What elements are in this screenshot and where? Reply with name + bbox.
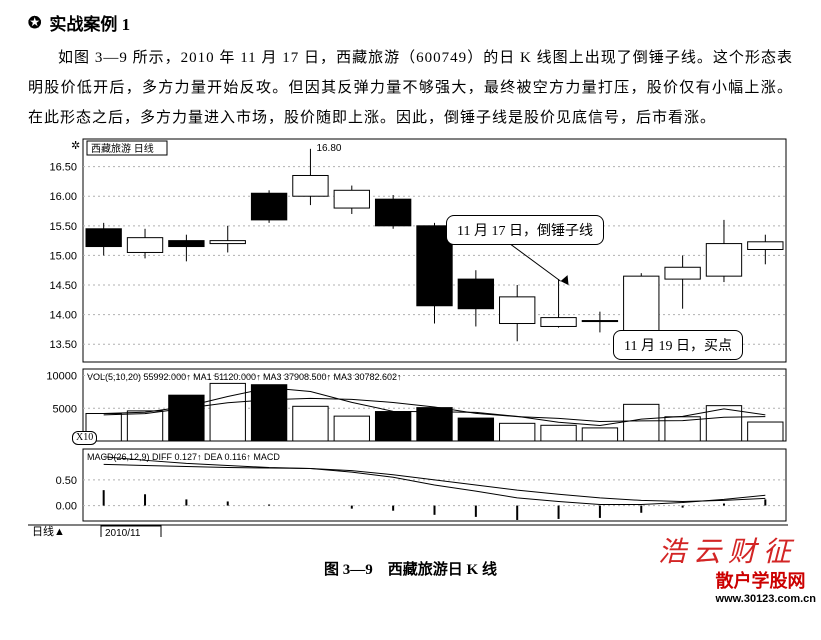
svg-text:5000: 5000: [53, 403, 77, 415]
svg-text:MACD(26,12,9) DIFF 0.127↑ DEA: MACD(26,12,9) DIFF 0.127↑ DEA 0.116↑ MAC…: [87, 452, 280, 462]
svg-text:0.00: 0.00: [56, 501, 77, 513]
watermark-site: 散户学股网 www.30123.com.cn: [716, 567, 816, 605]
svg-text:15.00: 15.00: [49, 250, 77, 262]
section-title: ✪ 实战案例 1: [28, 10, 793, 35]
page: ✪ 实战案例 1 如图 3—9 所示，2010 年 11 月 17 日，西藏旅游…: [0, 0, 821, 640]
svg-text:✲: ✲: [71, 140, 80, 152]
svg-text:VOL(5,10,20) 55992.000↑ MA1 5: VOL(5,10,20) 55992.000↑ MA1 51120.000↑ M…: [87, 372, 402, 382]
bullet-icon: ✪: [28, 13, 41, 33]
svg-text:2010/11: 2010/11: [105, 528, 141, 537]
title-text: 实战案例 1: [49, 10, 130, 35]
svg-text:日线▲: 日线▲: [32, 524, 65, 537]
watermark-site-name: 散户学股网: [716, 571, 806, 591]
watermark-script: 浩 云 财 征: [658, 530, 791, 570]
callout-nov17: 11 月 17 日，倒锤子线: [446, 215, 604, 245]
svg-text:10000: 10000: [46, 371, 77, 383]
svg-text:13.50: 13.50: [49, 339, 77, 351]
svg-text:16.50: 16.50: [49, 162, 77, 174]
svg-text:14.50: 14.50: [49, 280, 77, 292]
watermark-url: www.30123.com.cn: [716, 593, 816, 605]
body-paragraph: 如图 3—9 所示，2010 年 11 月 17 日，西藏旅游（600749）的…: [28, 43, 793, 133]
svg-text:16.00: 16.00: [49, 191, 77, 203]
svg-text:15.50: 15.50: [49, 221, 77, 233]
svg-text:0.50: 0.50: [56, 475, 77, 487]
x10-label: X10: [72, 431, 97, 445]
svg-text:14.00: 14.00: [49, 310, 77, 322]
chart-container: 13.50 14.00 14.50 15.00 15.50 16.00 16.50 ✲ 西藏旅游…: [28, 137, 788, 552]
callout-nov19: 11 月 19 日，买点: [613, 330, 743, 360]
svg-text:16.80: 16.80: [316, 143, 341, 154]
svg-text:西藏旅游 日线: 西藏旅游 日线: [91, 142, 154, 155]
